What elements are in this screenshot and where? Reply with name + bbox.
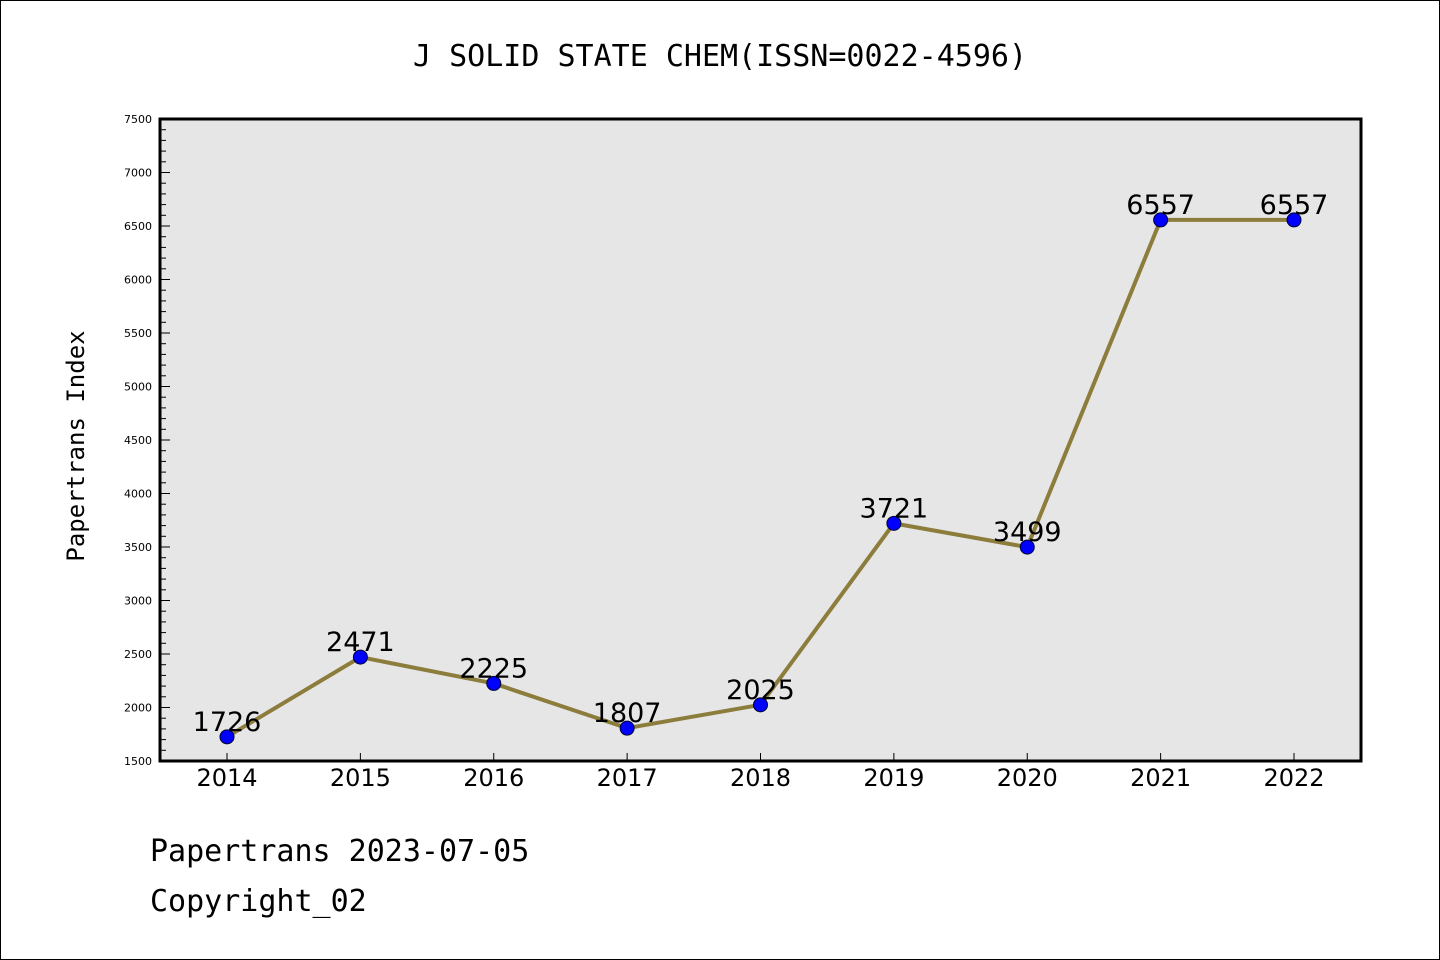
y-tick-label: 4000 [124,488,152,501]
data-label: 3721 [860,493,929,524]
y-tick-label: 3000 [124,595,152,608]
y-tick-label: 5500 [124,327,152,340]
data-label: 3499 [993,517,1062,548]
footer-date: Papertrans 2023-07-05 [150,834,530,869]
data-point [1286,212,1302,228]
data-point [753,697,768,713]
data-label: 1726 [193,707,262,738]
y-tick-label: 3500 [124,541,152,554]
y-axis-ticks: 1500 2000 2500 3000 3500 4000 4500 5000 5500 6000… [124,113,170,768]
y-tick-label: 4500 [124,434,152,447]
data-label: 2025 [726,675,795,706]
y-tick-label: 5000 [124,381,152,394]
y-tick-label: 2000 [124,702,152,715]
y-tick-label: 1500 [124,755,152,768]
data-point [886,515,902,531]
y-tick-label: 2500 [124,648,152,661]
x-tick-label: 2015 [330,764,391,792]
x-tick-label: 2020 [997,764,1058,792]
footer-copyright: Copyright_02 [150,884,367,919]
data-point [486,675,502,691]
x-tick-label: 2017 [597,764,658,792]
data-point [1153,212,1169,228]
x-tick-label: 2014 [196,764,257,792]
y-tick-label: 6500 [124,220,152,233]
x-tick-label: 2021 [1130,764,1191,792]
data-label: 2225 [459,653,528,684]
data-label: 6557 [1126,190,1195,221]
chart-title: J SOLID STATE CHEM(ISSN=0022-4596) [413,39,1027,74]
data-label: 1807 [593,698,662,729]
data-label: 6557 [1260,190,1329,221]
x-tick-label: 2018 [730,764,791,792]
y-tick-label: 7000 [124,167,152,180]
y-tick-label: 7500 [124,113,152,126]
data-point [352,649,368,665]
data-point [1019,539,1035,555]
data-point [219,729,235,745]
x-tick-label: 2016 [463,764,524,792]
series-group [219,212,1302,745]
data-point [619,720,635,736]
x-axis-ticks: 2014 2015 2016 2017 2018 2019 2020 2021 2022 [196,753,1325,792]
data-label: 2471 [326,627,395,658]
x-tick-label: 2019 [863,764,924,792]
data-labels-group: 1726 2471 2225 1807 2025 3721 3499 6557 6557 [193,190,1329,738]
y-axis-label: Papertrans Index [62,330,90,561]
x-tick-label: 2022 [1263,764,1324,792]
y-tick-label: 6000 [124,274,152,287]
